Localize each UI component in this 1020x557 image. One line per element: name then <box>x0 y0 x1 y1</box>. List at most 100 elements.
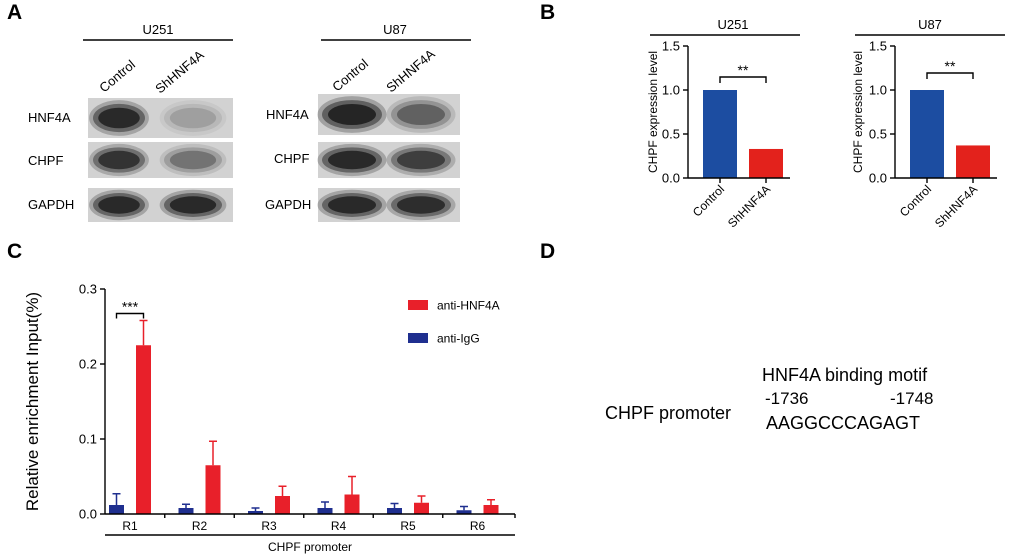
blot-strip-chpf <box>317 142 460 178</box>
x-tick-label: R1 <box>122 519 138 533</box>
y-tick-label: 1.5 <box>869 39 887 54</box>
x-tick-label: Control <box>897 182 934 219</box>
band-layer <box>169 196 217 214</box>
bar-anti-igg-r6 <box>456 510 472 514</box>
blot-strip-hnf4a <box>317 94 460 135</box>
protein-label-chpf: CHPF <box>28 153 63 168</box>
x-tick-label: R4 <box>331 519 347 533</box>
y-tick-label: 0.0 <box>79 507 97 522</box>
y-tick-label: 0.0 <box>662 171 680 186</box>
y-axis-label: CHPF expression level <box>851 51 865 173</box>
panel-label-a: A <box>7 1 23 24</box>
band-layer <box>159 143 227 177</box>
lane-label-control: Control <box>96 57 138 95</box>
error-bar <box>417 495 426 503</box>
motif-end-position: -1748 <box>890 389 933 408</box>
band-layer <box>169 150 217 170</box>
motif-start-position: -1736 <box>765 389 808 408</box>
x-tick-label: ShHNF4A <box>932 182 980 230</box>
cell-line-label: U251 <box>142 22 173 37</box>
y-tick-label: 0.2 <box>79 357 97 372</box>
protein-label-hnf4a: HNF4A <box>28 110 71 125</box>
band-layer <box>397 104 445 125</box>
significance-bracket <box>719 76 767 83</box>
binding-motif-panel: HNF4A binding motif -1736 -1748 CHPF pro… <box>605 365 933 433</box>
band-control <box>89 189 149 221</box>
bar-anti-hnf4a-r6 <box>483 505 499 514</box>
error-bar <box>348 475 356 495</box>
y-tick-label: 0.3 <box>79 282 97 297</box>
blot-strip-hnf4a <box>88 98 233 138</box>
bar-anti-igg-r4 <box>317 508 333 514</box>
band-layer <box>164 147 222 173</box>
lane-label-shhnf4a: ShHNF4A <box>383 46 438 95</box>
significance-bracket <box>115 312 145 319</box>
band-control <box>89 143 149 177</box>
lane-label-shhnf4a: ShHNF4A <box>152 47 207 96</box>
y-tick-label: 0.1 <box>79 432 97 447</box>
y-tick-label: 0.5 <box>869 127 887 142</box>
band-shhnf4a <box>386 189 456 221</box>
x-axis-label: CHPF promoter <box>268 540 352 554</box>
y-tick-label: 1.5 <box>662 39 680 54</box>
band-layer <box>328 196 376 214</box>
x-tick-label: Control <box>690 182 727 219</box>
band-layer <box>98 196 140 214</box>
bar-anti-hnf4a-r4 <box>344 494 360 514</box>
significance-bracket <box>926 72 974 79</box>
band-shhnf4a <box>159 189 227 221</box>
blot-strip-chpf <box>88 142 233 178</box>
chart-u87-chpf-expression: U87 0.0 0.5 1.0 1.5 CHPF expression level Cont… <box>851 17 1005 230</box>
cell-line-label: U87 <box>383 22 407 37</box>
significance-label: *** <box>122 299 139 315</box>
band-shhnf4a <box>159 100 227 136</box>
bar-control <box>703 90 737 178</box>
band-layer <box>98 107 140 129</box>
error-bar <box>321 501 329 508</box>
panel-label-b: B <box>540 1 556 24</box>
legend-label: anti-HNF4A <box>437 299 500 313</box>
motif-title: HNF4A binding motif <box>762 365 928 385</box>
y-tick-label: 0.0 <box>869 171 887 186</box>
band-layer <box>169 107 217 129</box>
lane-label-control: Control <box>329 56 371 94</box>
blot-group-u87: U87 Control ShHNF4A HNF4A CHPF GAPDH <box>265 22 471 222</box>
band-control <box>317 143 387 177</box>
y-tick-label: 0.5 <box>662 127 680 142</box>
significance-label: ** <box>738 62 749 78</box>
y-axis-label: Relative enrichment Input(%) <box>23 292 42 511</box>
blot-images <box>317 94 460 222</box>
bar-anti-hnf4a-r1 <box>136 345 151 514</box>
bar-anti-igg-r3 <box>248 511 263 514</box>
bar-anti-igg-r5 <box>387 508 402 514</box>
x-tick-label: R6 <box>470 519 486 533</box>
band-shhnf4a <box>386 96 456 133</box>
protein-label-gapdh: GAPDH <box>28 197 74 212</box>
error-bar <box>278 485 287 496</box>
band-layer <box>397 196 445 214</box>
promoter-label: CHPF promoter <box>605 403 731 423</box>
chart-chip-enrichment: 0.0 0.1 0.2 0.3 Relative enrichment Input(%)… <box>23 282 516 554</box>
bar-control <box>910 90 944 178</box>
band-control <box>317 189 387 221</box>
western-blot-panel: U251 Control ShHNF4A HNF4A CHPF GAPDH U8… <box>28 22 471 222</box>
error-bar <box>251 507 260 511</box>
panel-label-d: D <box>540 240 556 263</box>
band-layer <box>397 150 445 170</box>
error-bar <box>209 440 217 466</box>
legend-swatch <box>408 333 428 343</box>
panel-label-c: C <box>7 240 23 263</box>
x-tick-label: R5 <box>400 519 416 533</box>
legend-swatch <box>408 300 428 310</box>
blot-strip-gapdh <box>317 188 460 222</box>
y-axis-label: CHPF expression level <box>646 51 660 173</box>
bar-shhnf4a <box>956 145 990 178</box>
band-shhnf4a <box>159 143 227 177</box>
y-tick-label: 1.0 <box>869 83 887 98</box>
band-layer <box>164 103 222 133</box>
error-bar <box>112 493 121 505</box>
protein-label-hnf4a: HNF4A <box>266 107 309 122</box>
bar-shhnf4a <box>749 148 783 178</box>
